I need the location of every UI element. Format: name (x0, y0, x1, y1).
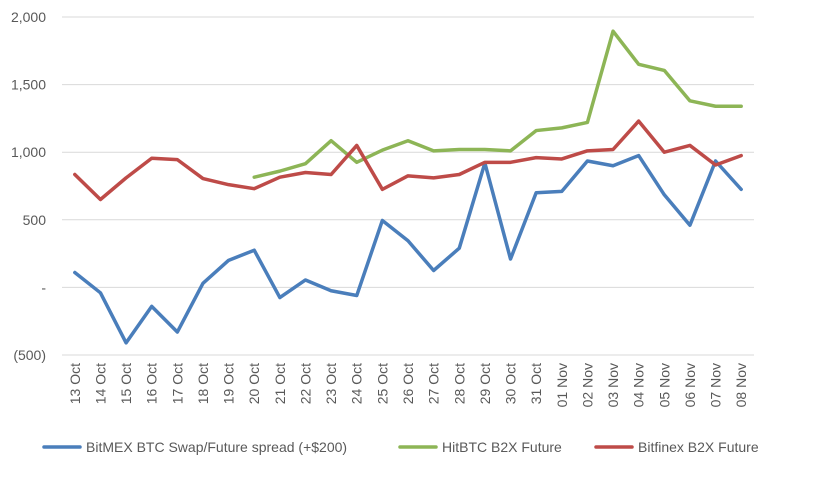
x-tick-label: 23 Oct (323, 363, 339, 404)
y-tick-label: 1,000 (11, 144, 46, 160)
legend-label: BitMEX BTC Swap/Future spread (+$200) (86, 439, 347, 455)
x-tick-label: 16 Oct (144, 363, 160, 404)
x-tick-label: 17 Oct (169, 363, 185, 404)
x-tick-label: 26 Oct (400, 363, 416, 404)
x-tick-label: 14 Oct (92, 363, 108, 404)
x-tick-label: 24 Oct (349, 363, 365, 404)
x-tick-label: 18 Oct (195, 363, 211, 404)
x-tick-label: 31 Oct (528, 363, 544, 404)
y-tick-label: (500) (13, 347, 46, 363)
x-tick-label: 20 Oct (246, 363, 262, 404)
gridlines (62, 16, 754, 356)
x-tick-label: 28 Oct (451, 363, 467, 404)
x-tick-label: 02 Nov (579, 363, 595, 407)
x-tick-label: 05 Nov (656, 363, 672, 407)
x-tick-label: 22 Oct (297, 363, 313, 404)
x-tick-label: 15 Oct (118, 363, 134, 404)
y-tick-label: 500 (23, 212, 47, 228)
legend: BitMEX BTC Swap/Future spread (+$200) Hit… (42, 439, 759, 455)
x-tick-label: 29 Oct (477, 363, 493, 404)
x-tick-label: 25 Oct (374, 363, 390, 404)
x-tick-label: 13 Oct (67, 363, 83, 404)
legend-label: Bitfinex B2X Future (638, 439, 759, 455)
x-tick-label: 27 Oct (426, 363, 442, 404)
x-tick-label: 06 Nov (682, 363, 698, 407)
series-line-1 (73, 153, 743, 345)
y-axis-ticks: 2,000 1,500 1,000 500 - (500) (11, 9, 46, 363)
legend-label: HitBTC B2X Future (442, 439, 562, 455)
x-tick-label: 19 Oct (221, 363, 237, 404)
y-tick-label: 2,000 (11, 9, 46, 25)
series-line-2 (252, 29, 743, 179)
x-tick-label: 04 Nov (631, 363, 647, 407)
x-axis-ticks: 13 Oct 14 Oct 15 Oct 16 Oct 17 Oct 18 Oct 19 O… (67, 363, 749, 407)
x-tick-label: 01 Nov (554, 363, 570, 407)
x-tick-label: 30 Oct (503, 363, 519, 404)
x-tick-label: 03 Nov (605, 363, 621, 407)
x-tick-label: 21 Oct (272, 363, 288, 404)
series-lines (73, 29, 743, 345)
y-tick-label: 1,500 (11, 77, 46, 93)
x-tick-label: 07 Nov (708, 363, 724, 407)
x-tick-label: 08 Nov (733, 363, 749, 407)
y-tick-label: - (41, 279, 46, 295)
